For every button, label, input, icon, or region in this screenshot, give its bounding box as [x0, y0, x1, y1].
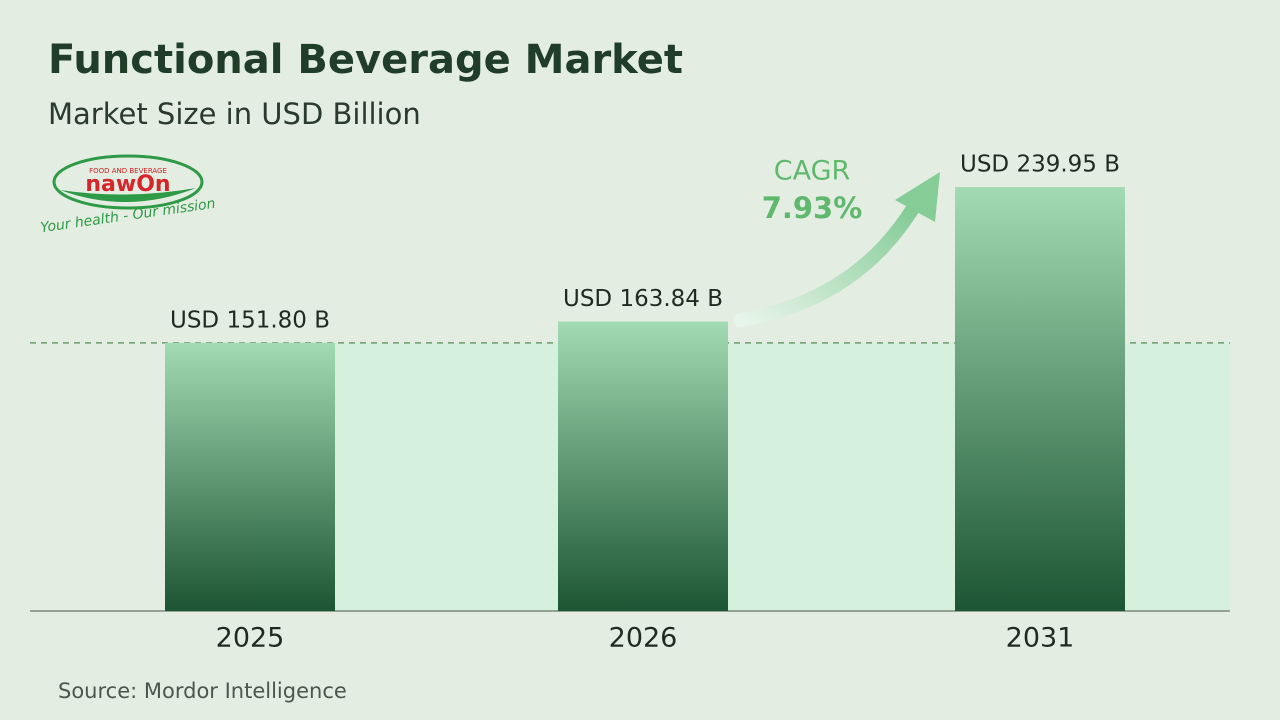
x-tick-label: 2031: [1006, 623, 1075, 654]
logo-caption: FOOD AND BEVERAGE: [89, 167, 167, 175]
cagr-label: CAGR: [774, 156, 851, 187]
value-label: USD 151.80 B: [170, 307, 330, 333]
x-tick-label: 2026: [609, 623, 678, 654]
cagr-value: 7.93%: [762, 191, 863, 225]
bar: [558, 321, 728, 611]
source: Source: Mordor Intelligence: [58, 679, 347, 703]
logo-name: nawOn: [85, 172, 170, 197]
growth-arrow: [733, 193, 925, 327]
value-label: USD 239.95 B: [960, 152, 1120, 178]
chart-title: Functional Beverage Market: [48, 37, 683, 83]
value-label: USD 163.84 B: [563, 286, 723, 312]
chart-subtitle: Market Size in USD Billion: [48, 97, 421, 131]
x-tick-label: 2025: [216, 623, 285, 654]
logo-ring: [52, 154, 204, 210]
bar: [165, 342, 335, 611]
growth-arrow-head: [895, 172, 940, 222]
bar: [955, 187, 1125, 612]
logo-leaf: [60, 188, 196, 203]
